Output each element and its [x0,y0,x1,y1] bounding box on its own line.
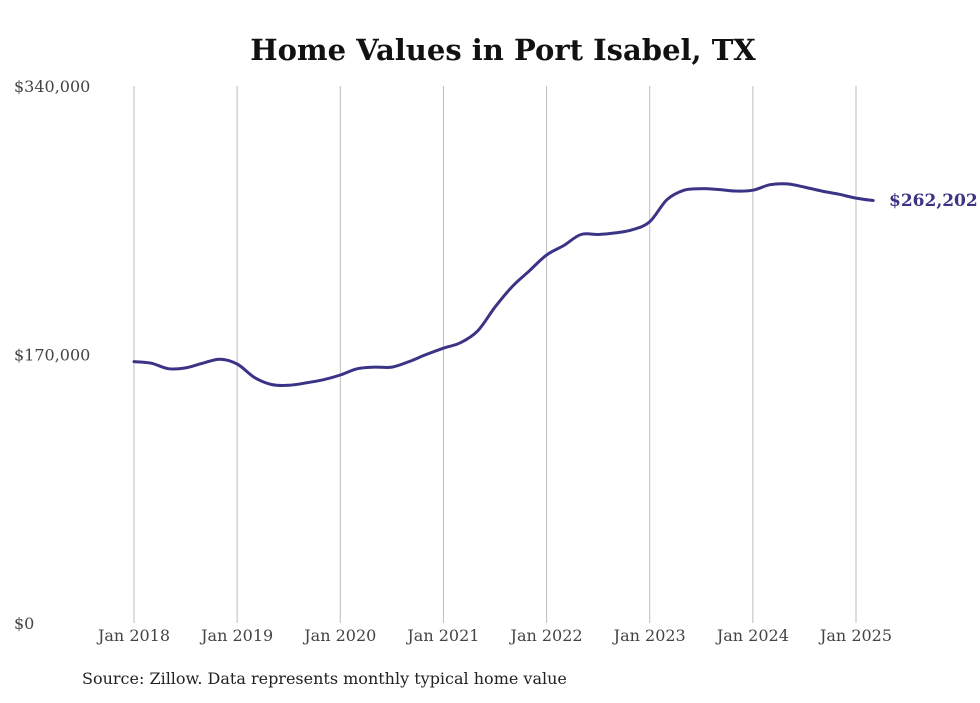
x-tick-label: Jan 2020 [302,626,376,645]
y-tick-label: $340,000 [14,77,90,96]
x-tick-label: Jan 2022 [509,626,583,645]
x-tick-label: Jan 2019 [199,626,273,645]
y-axis: $0 $170,000 $340,000 [14,77,90,633]
source-note: Source: Zillow. Data represents monthly … [82,669,567,688]
x-tick-label: Jan 2023 [612,626,686,645]
end-value-label: $262,202 [889,191,978,211]
chart-title: Home Values in Port Isabel, TX [250,33,756,67]
grid [133,86,857,623]
series [132,182,875,388]
x-tick-label: Jan 2018 [96,626,170,645]
y-tick-label: $0 [14,614,34,633]
x-axis: Jan 2018 Jan 2019 Jan 2020 Jan 2021 Jan 2022… [96,626,892,645]
x-tick-label: Jan 2025 [818,626,892,645]
y-tick-label: $170,000 [14,346,90,365]
series-line [132,182,875,388]
x-tick-label: Jan 2021 [405,626,479,645]
x-tick-label: Jan 2024 [715,626,789,645]
